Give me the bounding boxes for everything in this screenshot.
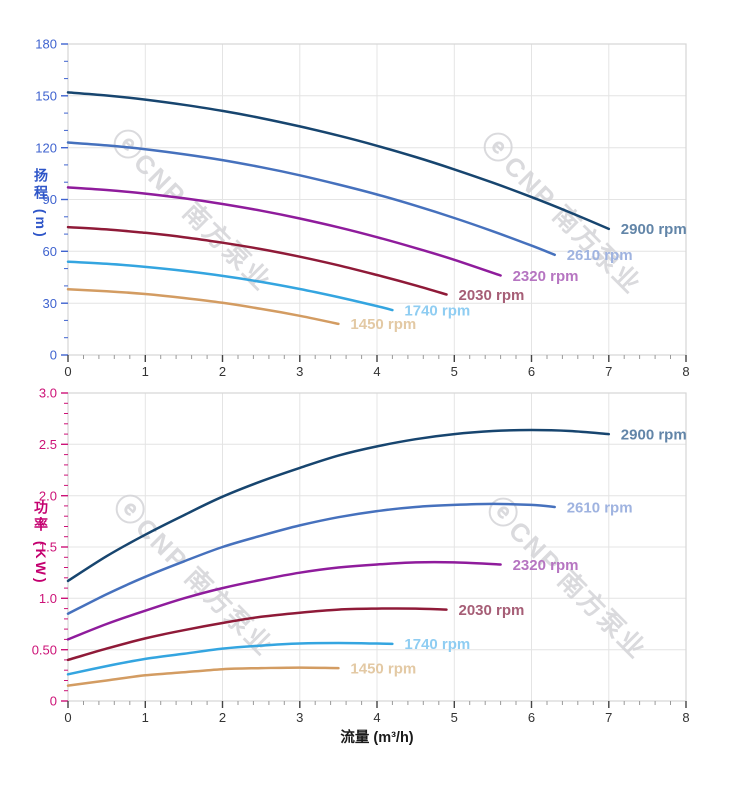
y-tick-label: 30 <box>43 296 57 311</box>
x-tick-label: 1 <box>142 364 149 379</box>
y-tick-label: 1.5 <box>39 540 57 555</box>
gridlines-head-curves <box>67 43 687 356</box>
watermark-power-curves-1: ⓔCNP 南方泵业 <box>480 491 654 665</box>
power-axis-title: 功率 (KW) <box>33 500 49 586</box>
x-tick-label: 5 <box>451 364 458 379</box>
y-tick-label: 0 <box>50 694 57 709</box>
x-tick-label: 3 <box>296 710 303 725</box>
curve-power-curves-2030-rpm <box>66 607 448 662</box>
x-tick-label: 0 <box>64 364 71 379</box>
y-tick-label: 120 <box>35 140 57 155</box>
x-tick-label: 4 <box>373 364 380 379</box>
curve-label-power-curves-1740-rpm: 1740 rpm <box>404 636 470 653</box>
curve-head-curves-1450-rpm <box>66 288 340 326</box>
x-tick-label: 2 <box>219 710 226 725</box>
x-tick-label: 5 <box>451 710 458 725</box>
curve-label-head-curves-1740-rpm: 1740 rpm <box>404 302 470 319</box>
curve-label-head-curves-2610-rpm: 2610 rpm <box>567 247 633 264</box>
x-tick-label: 8 <box>682 364 689 379</box>
y-tick-label: 2.5 <box>39 437 57 452</box>
curve-label-power-curves-1450-rpm: 1450 rpm <box>350 660 416 677</box>
head-axis-title: 扬程 (m) <box>33 168 49 240</box>
curve-power-curves-1450-rpm <box>66 666 340 687</box>
x-tick-label: 8 <box>682 710 689 725</box>
y-tick-label: 0.50 <box>32 642 57 657</box>
x-tick-label: 7 <box>605 364 612 379</box>
x-tick-label: 0 <box>64 710 71 725</box>
x-tick-label: 6 <box>528 364 535 379</box>
curve-label-head-curves-2320-rpm: 2320 rpm <box>513 268 579 285</box>
x-tick-label: 2 <box>219 364 226 379</box>
curve-label-power-curves-2030-rpm: 2030 rpm <box>459 602 525 619</box>
x-tick-label: 6 <box>528 710 535 725</box>
flow-axis-title: 流量 (m³/h) <box>340 730 414 746</box>
curve-head-curves-2320-rpm <box>66 186 502 277</box>
gridlines-power-curves <box>67 392 687 702</box>
curve-power-curves-2320-rpm <box>66 560 502 641</box>
y-axis-power-curves: 0 0.50 1.0 1.5 2.0 2.5 3.0 <box>32 386 68 709</box>
y-tick-label: 0 <box>50 348 57 363</box>
y-tick-label: 90 <box>43 192 57 207</box>
x-tick-label: 4 <box>373 710 380 725</box>
curve-head-curves-2030-rpm <box>66 225 448 296</box>
curve-label-head-curves-2030-rpm: 2030 rpm <box>459 287 525 304</box>
x-tick-label: 1 <box>142 710 149 725</box>
y-tick-label: 60 <box>43 244 57 259</box>
y-axis-head-curves: 0 30 60 90 120 150 180 <box>35 37 68 363</box>
watermark-power-curves-0: ⓔCNP 南方泵业 <box>107 488 281 662</box>
curve-label-power-curves-2320-rpm: 2320 rpm <box>513 557 579 574</box>
curve-label-head-curves-2900-rpm: 2900 rpm <box>621 221 687 238</box>
x-tick-label: 7 <box>605 710 612 725</box>
curve-power-curves-1740-rpm <box>66 641 394 676</box>
curve-head-curves-2610-rpm <box>66 141 556 257</box>
curve-head-curves-1740-rpm <box>66 260 394 312</box>
x-axis-power-curves: 0 1 2 3 4 5 6 7 8 <box>64 701 690 725</box>
y-tick-label: 2.0 <box>39 488 57 503</box>
curve-label-head-curves-1450-rpm: 1450 rpm <box>350 316 416 333</box>
curve-label-power-curves-2900-rpm: 2900 rpm <box>621 426 687 443</box>
x-tick-label: 3 <box>296 364 303 379</box>
curve-power-curves-2900-rpm <box>66 428 611 583</box>
y-tick-label: 150 <box>35 88 57 103</box>
x-axis-head-curves: 0 1 2 3 4 5 6 7 8 <box>64 355 690 379</box>
curve-power-curves-2610-rpm <box>66 502 556 615</box>
y-tick-label: 3.0 <box>39 386 57 401</box>
curve-head-curves-2900-rpm <box>66 91 611 231</box>
y-tick-label: 1.0 <box>39 591 57 606</box>
curve-label-power-curves-2610-rpm: 2610 rpm <box>567 499 633 516</box>
y-tick-label: 180 <box>35 37 57 52</box>
